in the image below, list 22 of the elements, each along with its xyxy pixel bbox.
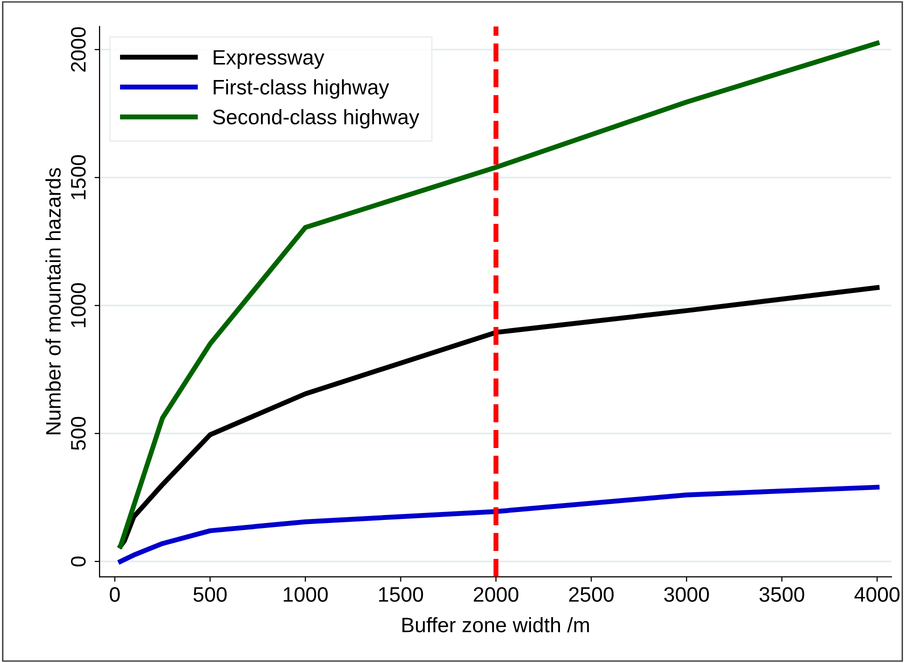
x-tick-label: 0 xyxy=(110,587,120,602)
y-tick-label: 2000 xyxy=(70,27,86,72)
y-tick-label: 1500 xyxy=(70,155,86,200)
x-tick-label: 2000 xyxy=(474,587,518,602)
x-tick-label: 2500 xyxy=(569,587,614,602)
line-series xyxy=(118,484,880,564)
x-tick-label: 1000 xyxy=(284,587,328,602)
x-tick-label: 3500 xyxy=(759,587,804,602)
x-tick-label: 500 xyxy=(194,587,227,602)
line-series xyxy=(118,40,880,549)
x-tick-label: 1500 xyxy=(379,587,424,602)
legend-label: Expressway xyxy=(214,50,324,69)
y-tick-label: 1000 xyxy=(70,283,86,328)
x-axis-title: Buffer zone width /m xyxy=(402,617,589,632)
y-tick-label: 500 xyxy=(70,416,86,450)
legend-label: Second-class highway xyxy=(212,109,420,129)
x-tick-label: 4000 xyxy=(854,587,900,602)
y-tick-label: 0 xyxy=(70,556,86,566)
line-series xyxy=(118,285,880,549)
x-tick-label: 3000 xyxy=(664,587,709,602)
legend-label: First-class highway xyxy=(214,79,390,99)
y-axis-title: Number of mountain hazards xyxy=(45,168,61,434)
